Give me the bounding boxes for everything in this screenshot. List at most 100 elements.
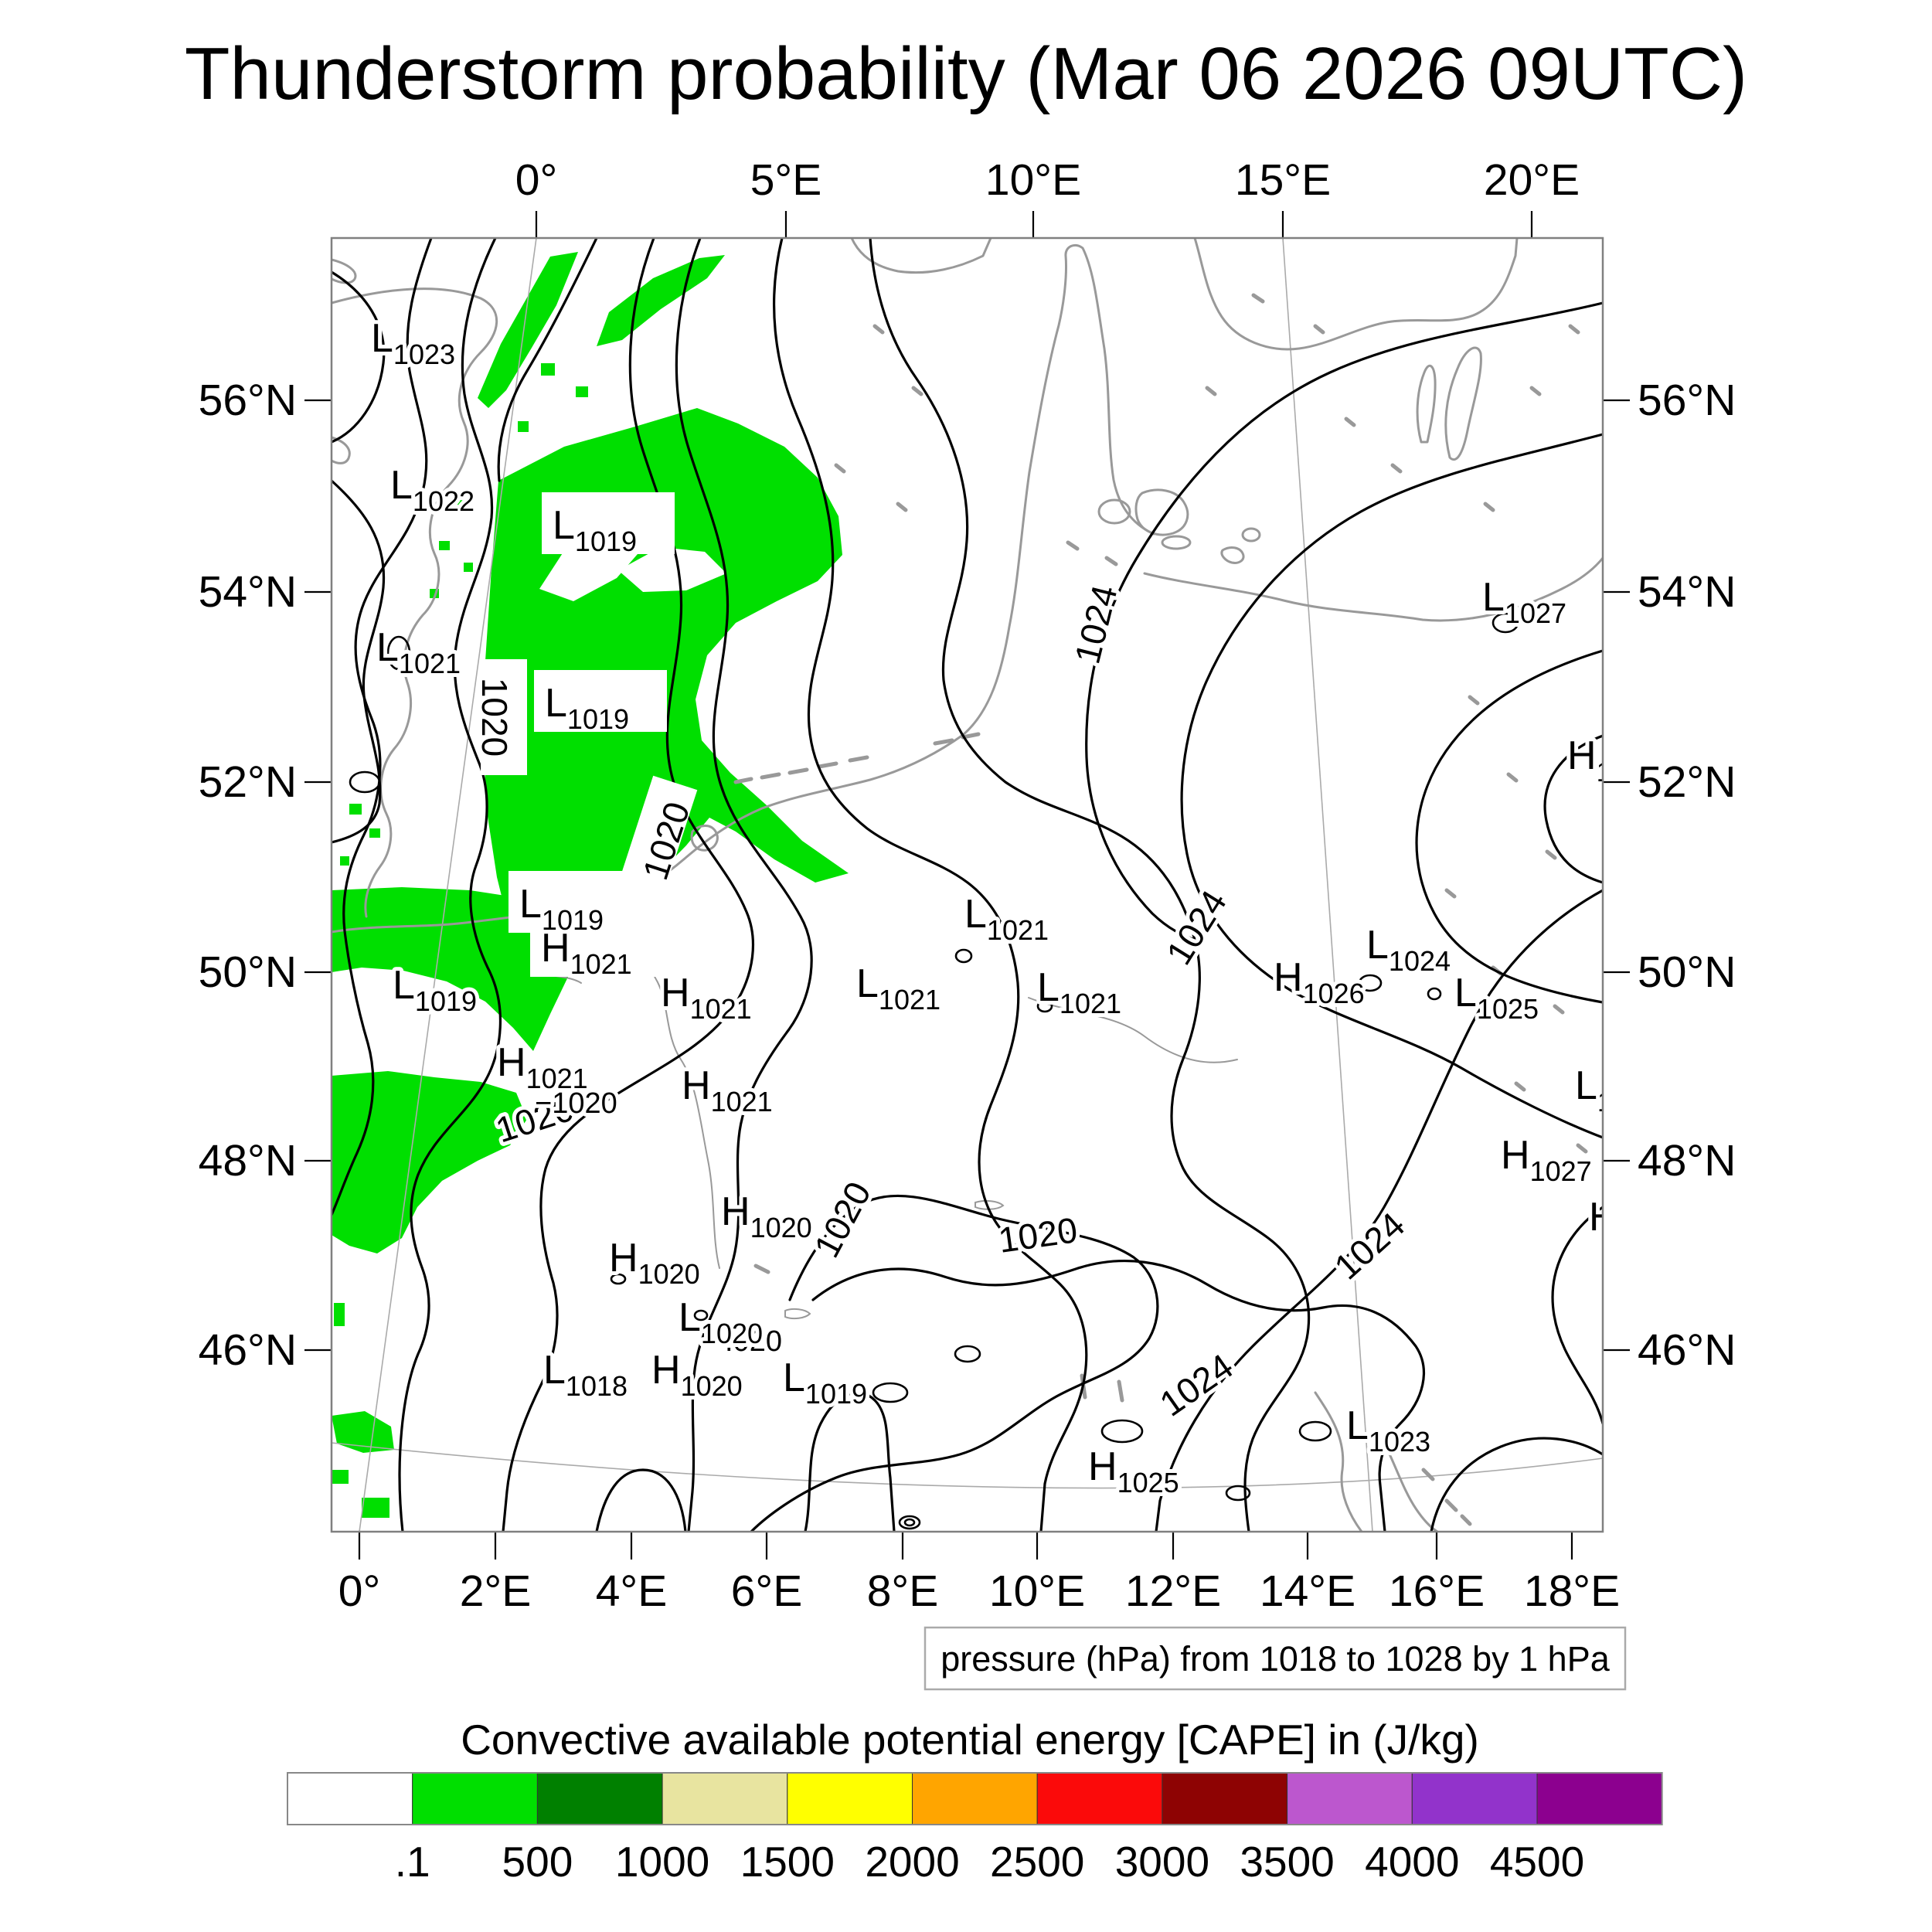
left-tick-label: 50°N [199,947,297,997]
isobar-hook [595,1468,687,1532]
contour-label-box [617,775,698,900]
isobar-1026 [1415,649,1603,1004]
isobar-right-lower [1551,1206,1603,1425]
contour-label-box [481,659,527,775]
left-tick-label: 46°N [199,1325,297,1375]
pressure-label: L1021 [376,625,461,679]
pressure-note-text: pressure (hPa) from 1018 to 1028 by 1 hP… [940,1639,1610,1679]
meridian-15deg [1282,238,1373,1532]
pressure-note-box [923,1626,1627,1691]
contour-label-text: 1020 [996,1209,1080,1260]
isobar-loop [1036,999,1053,1013]
pressure-label-box [530,915,669,977]
pressure-label: L1018 [543,1348,628,1402]
contour-label-text: 1024 [1327,1204,1413,1287]
colorbar-tick-label: 2500 [990,1838,1084,1886]
colorbar-frame [287,1772,1663,1825]
coast-adriatic-1 [1314,1391,1363,1532]
pressure-label: L1019 [783,1355,867,1410]
island-bornholm [1241,527,1261,543]
map-area: 1020 1020 1020 1020 1020 1024 1024 10 [332,238,1634,1532]
left-tick-label: 52°N [199,757,297,807]
island-fyn [1097,498,1131,525]
isobar-1027 [1543,734,1603,884]
island-ruegen [1220,546,1245,564]
colorbar-cell [412,1772,538,1825]
isobar-loop [1225,1485,1251,1502]
colorbar-tick-label: 4000 [1365,1838,1459,1886]
contour-label-1024: 1024 [1063,577,1128,672]
left-tick-label: 56°N [199,376,297,425]
top-tick-label: 10°E [985,155,1081,205]
border-czech [1028,997,1238,1063]
contour-label-1020: 1020 [992,1206,1084,1264]
isobar [332,479,386,844]
isobar-1025 [1180,433,1603,1139]
page-title: Thunderstorm probability (Mar 06 2026 09… [185,32,1747,115]
cape-region-sw [332,1411,394,1453]
legend-title: Convective available potential energy [C… [461,1716,1479,1764]
pressure-label: H1027 [1501,1133,1592,1187]
colorbar-cell [662,1772,788,1825]
isobar-loop [386,635,411,671]
right-tick-label: 46°N [1638,1325,1736,1375]
pressure-label: L1020 [679,1295,763,1349]
pressure-label: H1020 [721,1189,812,1243]
colorbar-tick-label: 1000 [615,1838,709,1886]
bottom-axis: 0° 2°E 4°E 6°E 8°E 10°E 12°E 14°E 16°E 1… [338,1532,1620,1616]
adriatic-islands [1421,1468,1472,1526]
contour-label-text: 1024 [1066,581,1124,668]
colorbar-cell [1162,1772,1288,1825]
pressure-label-box [542,492,675,554]
coast-baltic-south [1143,556,1603,622]
colorbar-tick-label: .1 [395,1838,430,1886]
cape-legend: Convective available potential energy [C… [287,1716,1663,1886]
right-tick-label: 48°N [1638,1136,1736,1185]
isobar-loop [693,1309,709,1321]
parallel-45deg [332,1442,1603,1489]
pressure-label: L1021 [964,892,1049,946]
bottom-tick-label: 6°E [731,1566,803,1616]
bottom-tick-label: 16°E [1389,1566,1485,1616]
contour-label-1020: 1020 [474,659,527,775]
cape-region-france [332,1071,527,1253]
bottom-axis-ticks [358,1532,1573,1560]
isobar [332,238,433,1216]
pressure-label-clipped: L10 [1575,1063,1628,1117]
pressure-label-box [534,670,667,732]
isobar [332,270,386,444]
isobar [497,238,598,482]
isobar-1020-south-loop [750,1194,1159,1532]
isobar-loop [954,1345,981,1363]
pressure-note: pressure (hPa) from 1018 to 1028 by 1 hP… [923,1626,1627,1691]
pressure-label: L1021 [1037,965,1121,1019]
pressure-label: H1020 [609,1236,700,1290]
pressure-label: L1019 [553,503,637,557]
pressure-label-clipped: H1 [1589,1195,1634,1249]
right-axis-ticks [1603,399,1630,1352]
contour-label-minus1020: −1020 [535,1087,617,1120]
pressure-label: L1019 [519,882,604,936]
pressure-label: H1021 [497,1040,588,1094]
ijsselmeer [690,825,719,852]
coast-sweden [1193,238,1519,351]
colorbar-tick-label: 500 [502,1838,573,1886]
coast-adriatic-2 [1376,1430,1439,1532]
pressure-label: L1027 [1482,575,1566,629]
bottom-tick-label: 14°E [1260,1566,1355,1616]
contour-label-text: 1020 [474,678,515,757]
coast-bit [332,436,351,464]
colorbar [287,1772,1663,1825]
pressure-label: L1023 [371,316,455,370]
contour-label-1024: 1024 [1148,1342,1244,1427]
colorbar-cell [1287,1772,1413,1825]
isobar-hook [804,1391,896,1532]
pressure-label-clipped: H10 [1567,733,1628,787]
top-tick-label: 15°E [1235,155,1331,205]
top-tick-label: 5°E [750,155,822,205]
pressure-label: H1021 [682,1063,773,1117]
right-tick-label: 52°N [1638,757,1736,807]
colorbar-cell [1411,1772,1538,1825]
isobar-alps-wiggle [811,1259,1425,1532]
colorbar-cell [787,1772,913,1825]
